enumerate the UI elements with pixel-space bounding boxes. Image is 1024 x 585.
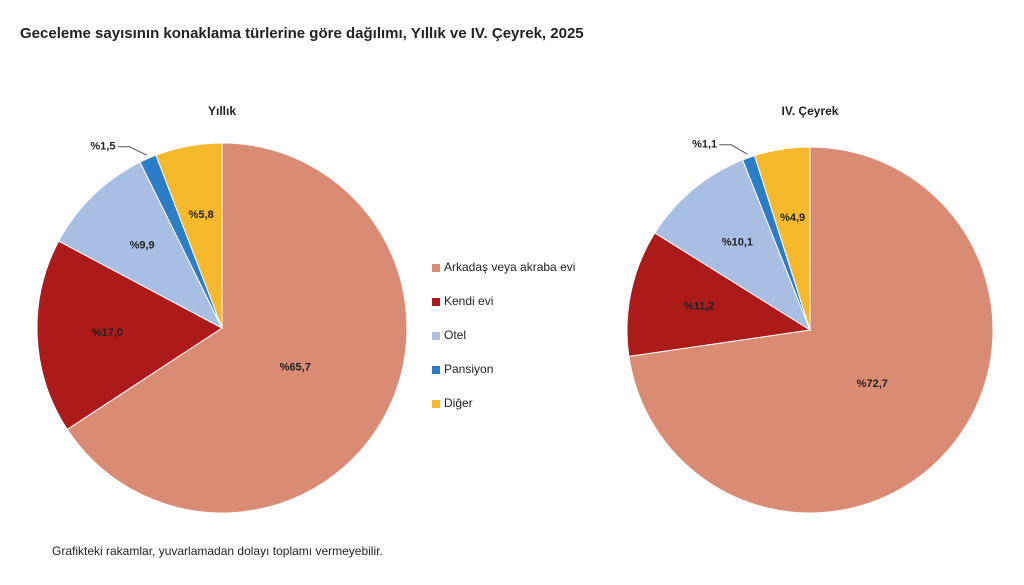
value-label: %17,0 [92, 327, 123, 339]
pie-slice [58, 161, 224, 330]
pie-slice [36, 240, 223, 431]
pie-slice [628, 146, 994, 514]
leader-line [719, 144, 748, 155]
legend-swatch [432, 332, 440, 340]
legend-swatch [432, 298, 440, 306]
pie-slice [626, 232, 812, 357]
footnote: Grafikteki rakamlar, yuvarlamadan dolayı… [52, 544, 383, 558]
pie-title: Yıllık [208, 104, 236, 118]
value-label: %10,1 [722, 237, 753, 249]
legend-swatch [432, 400, 440, 408]
pie-slice [66, 142, 408, 514]
legend-swatch [432, 264, 440, 272]
leader-line [117, 146, 147, 156]
chart-title: Geceleme sayısının konaklama türlerine g… [20, 25, 584, 42]
legend-label: Otel [444, 328, 466, 342]
value-label: %11,2 [684, 301, 715, 313]
legend-label: Diğer [444, 396, 473, 410]
value-label: %9,9 [130, 240, 155, 252]
value-label: %1,5 [90, 141, 115, 153]
value-label: %1,1 [692, 139, 717, 151]
legend-swatch [432, 366, 440, 374]
pie-slice [155, 142, 223, 329]
value-label: %72,7 [857, 378, 888, 390]
value-label: %65,7 [280, 361, 311, 373]
legend-label: Kendi evi [444, 294, 493, 308]
value-label: %5,8 [189, 209, 214, 221]
pie-slice [654, 159, 812, 332]
legend-label: Pansiyon [444, 362, 493, 376]
legend-label: Arkadaş veya akraba evi [444, 260, 575, 274]
value-label: %4,9 [780, 212, 805, 224]
pie-slice [753, 146, 811, 331]
pie-title: IV. Çeyrek [782, 104, 839, 118]
